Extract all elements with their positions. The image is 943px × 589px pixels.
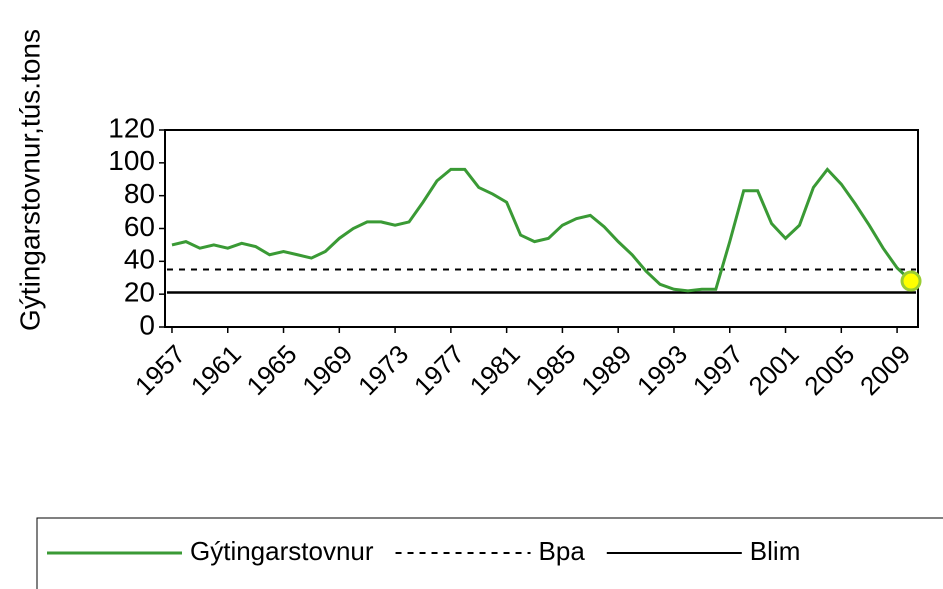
y-tick-label: 60 xyxy=(124,211,155,242)
x-tick-label: 1993 xyxy=(631,339,693,401)
x-tick-label: 1989 xyxy=(575,339,637,401)
x-tick-label: 1985 xyxy=(519,339,581,401)
y-tick-label: 0 xyxy=(139,309,155,340)
x-tick-label: 1969 xyxy=(296,339,358,401)
x-tick-label: 2001 xyxy=(743,339,805,401)
data-line xyxy=(171,167,913,293)
x-tick-label: 1977 xyxy=(408,339,470,401)
y-axis-title: Gýtingarstovnur,tús.tons xyxy=(14,29,45,331)
x-tick-label: 1973 xyxy=(352,339,414,401)
y-tick-label: 40 xyxy=(124,244,155,275)
x-tick-label: 2009 xyxy=(854,339,916,401)
legend-label: Blim xyxy=(750,536,801,566)
legend-box xyxy=(36,517,943,589)
legend-label: Gýtingarstovnur xyxy=(190,536,374,566)
x-tick-label: 1957 xyxy=(129,339,191,401)
x-tick-label: 1981 xyxy=(464,339,526,401)
y-tick-label: 120 xyxy=(108,112,155,143)
y-tick-label: 20 xyxy=(124,277,155,308)
plot-frame xyxy=(164,129,919,328)
x-tick-label: 1961 xyxy=(185,339,247,401)
y-tick-label: 80 xyxy=(124,178,155,209)
highlight-point xyxy=(900,270,922,292)
x-tick-label: 2005 xyxy=(798,339,860,401)
x-tick-label: 1997 xyxy=(687,339,749,401)
y-tick-label: 100 xyxy=(108,145,155,176)
legend-label: Bpa xyxy=(539,536,586,566)
x-tick-label: 1965 xyxy=(241,339,303,401)
